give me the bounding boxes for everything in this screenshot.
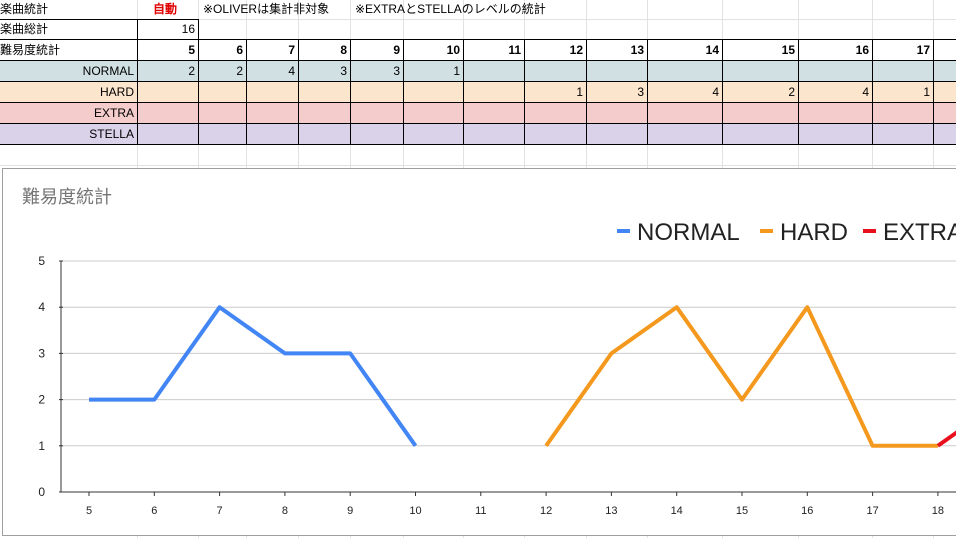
- legend-label-hard: HARD: [780, 219, 848, 246]
- row-label-hard[interactable]: HARD: [99, 85, 134, 99]
- x-tick-label: 16: [801, 505, 813, 517]
- data-cell[interactable]: 2: [236, 64, 243, 78]
- x-tick-label: 10: [409, 505, 421, 517]
- data-cell[interactable]: 2: [788, 85, 795, 99]
- x-tick-label: 6: [151, 505, 157, 517]
- y-tick-label: 5: [38, 254, 45, 268]
- level-header-cell[interactable]: 17: [916, 43, 930, 57]
- data-cell[interactable]: 3: [393, 64, 400, 78]
- data-cell[interactable]: 1: [923, 85, 930, 99]
- x-tick-label: 13: [605, 505, 617, 517]
- y-tick-label: 0: [38, 485, 45, 499]
- y-tick-label: 4: [38, 300, 45, 314]
- cell-a1[interactable]: 楽曲統計: [0, 2, 49, 16]
- series-line-hard: [544, 305, 938, 448]
- data-cell[interactable]: 2: [188, 64, 195, 78]
- series-line-normal: [89, 305, 418, 447]
- level-header-cell[interactable]: 15: [781, 43, 795, 57]
- legend-label-extra: EXTRA: [883, 219, 956, 246]
- x-tick-label: 12: [540, 505, 552, 517]
- x-tick-label: 15: [736, 505, 748, 517]
- data-cell[interactable]: 1: [576, 85, 583, 99]
- y-tick-label: 1: [38, 439, 45, 453]
- level-header-cell[interactable]: 10: [446, 43, 460, 57]
- x-tick-label: 9: [347, 505, 353, 517]
- auto-label[interactable]: 自動: [153, 2, 178, 16]
- cell-a3[interactable]: 難易度統計: [0, 43, 61, 57]
- level-header-cell[interactable]: 12: [569, 43, 583, 57]
- level-header-cell[interactable]: 14: [705, 43, 719, 57]
- hard-row-band: [0, 82, 956, 102]
- data-cell[interactable]: 4: [288, 64, 295, 78]
- legend-label-normal: NORMAL: [637, 219, 740, 246]
- level-header-cell[interactable]: 7: [288, 43, 295, 57]
- note-extra-stella[interactable]: ※EXTRAとSTELLAのレベルの統計: [355, 2, 546, 16]
- data-cell[interactable]: 3: [340, 64, 347, 78]
- extra-row-band: [0, 103, 956, 123]
- level-header-cell[interactable]: 16: [855, 43, 869, 57]
- level-header-cell[interactable]: 13: [630, 43, 644, 57]
- x-tick-label: 18: [932, 505, 944, 517]
- level-header-cell[interactable]: 6: [236, 43, 243, 57]
- x-tick-label: 5: [86, 505, 92, 517]
- data-cell[interactable]: 1: [453, 64, 460, 78]
- level-header-cell[interactable]: 9: [393, 43, 400, 57]
- chart-title: 難易度統計: [22, 187, 112, 207]
- x-tick-label: 11: [475, 505, 486, 517]
- series-line-extra: [936, 430, 956, 448]
- data-cell[interactable]: 4: [712, 85, 719, 99]
- data-cell[interactable]: 4: [862, 85, 869, 99]
- row-label-normal[interactable]: NORMAL: [82, 64, 134, 78]
- row-label-extra[interactable]: EXTRA: [93, 106, 134, 120]
- cell-a2[interactable]: 楽曲総計: [0, 22, 49, 36]
- level-header-cell[interactable]: 11: [508, 43, 521, 57]
- level-header-cell[interactable]: 8: [340, 43, 347, 57]
- note-oliver[interactable]: ※OLIVERは集計非対象: [203, 2, 330, 16]
- x-tick-label: 8: [282, 505, 288, 517]
- x-tick-label: 14: [671, 505, 683, 517]
- stella-row-band: [0, 124, 956, 144]
- row-label-stella[interactable]: STELLA: [89, 127, 134, 141]
- total-value[interactable]: 16: [181, 22, 195, 36]
- normal-row-band: [0, 61, 956, 81]
- x-tick-label: 17: [866, 505, 878, 517]
- level-header-cell[interactable]: 5: [188, 43, 195, 57]
- y-tick-label: 3: [38, 346, 45, 360]
- difficulty-chart[interactable]: 難易度統計 0 1 2 3 4 5 5 6 7 8 9 10 11 12 13 14 15 16 17 18 NORMA…: [2, 168, 956, 536]
- x-tick-label: 7: [217, 505, 223, 517]
- data-cell[interactable]: 3: [637, 85, 644, 99]
- y-tick-label: 2: [38, 393, 45, 407]
